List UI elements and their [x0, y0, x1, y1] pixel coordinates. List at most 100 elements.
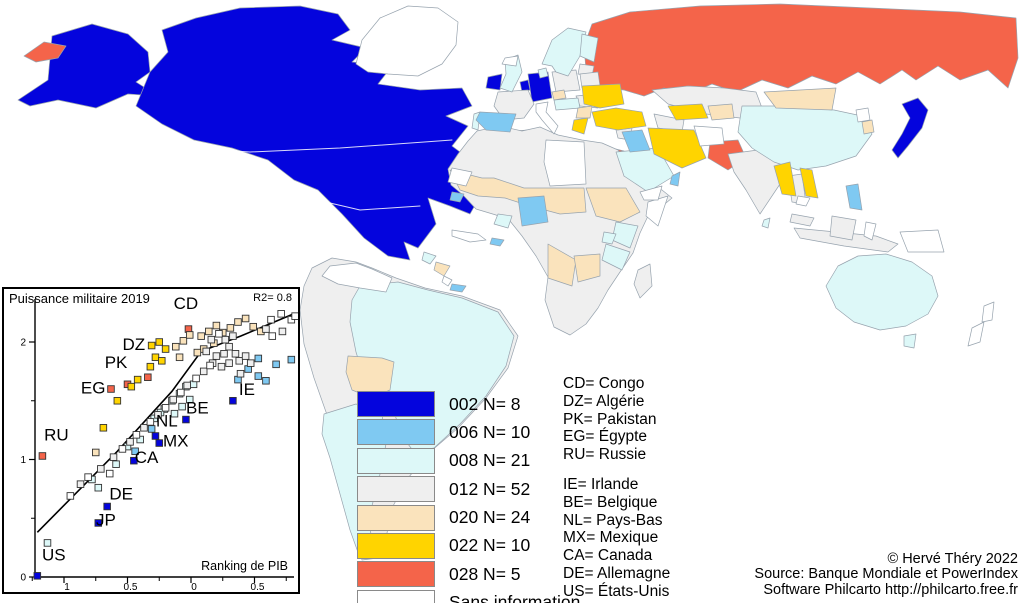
scatter-point	[133, 375, 142, 384]
country-borneo	[829, 215, 857, 241]
scatter-point	[155, 338, 163, 346]
country-tasmania	[903, 333, 917, 349]
x-tick-label: 0.5	[251, 582, 265, 592]
country-angola	[547, 243, 577, 287]
country-yemen	[639, 185, 663, 201]
country-benelux	[519, 79, 531, 93]
scatter-point	[140, 424, 148, 432]
code-line: BE= Belgique	[563, 493, 658, 511]
point-label: CA	[135, 448, 159, 467]
country-new-zealand-south	[967, 321, 985, 347]
country-czech	[551, 89, 567, 101]
scatter-point	[277, 310, 285, 318]
x-tick-label: 0	[191, 582, 197, 592]
x-tick-label: 1	[64, 582, 70, 592]
scatter-point	[94, 483, 103, 492]
country-sri-lanka	[761, 217, 771, 229]
code-line: NL= Pays-Bas	[563, 511, 663, 529]
scatter-point	[155, 439, 163, 447]
scatter-point	[291, 312, 299, 320]
scatter-point	[172, 342, 180, 351]
scatter-point	[178, 402, 186, 411]
scatter-point	[185, 331, 194, 339]
scatter-point	[193, 348, 202, 357]
code-line: CD= Congo	[563, 375, 645, 392]
code-line: IE= Irlande	[563, 475, 639, 493]
scatter-point	[127, 382, 136, 391]
country-madagascar	[633, 263, 653, 299]
country-libya	[543, 139, 587, 187]
country-hispaniola	[489, 237, 505, 247]
country-france	[493, 89, 535, 121]
code-line: CA= Canada	[563, 547, 653, 565]
inset-title: Puissance militaire 2019	[9, 291, 150, 306]
scatter-point	[151, 432, 160, 440]
country-ghana	[493, 213, 513, 229]
scatter-point	[179, 337, 188, 345]
scatter-point	[217, 362, 226, 371]
scatter-point	[76, 480, 85, 488]
class-none-countries	[321, 5, 995, 347]
x-axis-title: Ranking de PIB	[201, 559, 288, 573]
scatter-point	[207, 335, 216, 344]
legend-label: 028 N= 5	[449, 563, 521, 584]
country-somalia	[645, 195, 669, 227]
scatter-point	[182, 415, 190, 424]
country-costa-rica	[441, 275, 453, 287]
scatter-point	[94, 519, 103, 527]
legend-swatch	[357, 447, 435, 474]
legend-item: Sans information	[357, 589, 581, 603]
y-tick-label: 0	[20, 573, 26, 584]
scatter-point	[185, 395, 194, 404]
scatter-point	[144, 373, 152, 381]
legend-label: 022 N= 10	[449, 535, 531, 556]
country-mongolia	[763, 87, 837, 111]
point-label: CD	[174, 294, 199, 313]
legend-label: Sans information	[449, 592, 581, 603]
scatter-point	[212, 352, 221, 360]
scatter-point	[212, 321, 221, 330]
scatter-point	[66, 492, 75, 500]
scatter-point	[254, 372, 263, 380]
country-afghanistan	[693, 125, 725, 147]
scatter-point	[107, 385, 115, 393]
country-australia	[825, 253, 939, 331]
scatter-point	[175, 353, 184, 362]
scatter-point	[177, 388, 185, 397]
scatter-point	[109, 453, 118, 461]
point-label: MX	[163, 432, 189, 451]
scatter-point	[146, 362, 155, 371]
scatter-point	[154, 411, 162, 419]
country-south-korea	[861, 119, 875, 135]
country-finland	[579, 33, 599, 63]
country-uganda	[601, 231, 617, 245]
code-line: PK= Pakistan	[563, 410, 657, 428]
scatter-point	[112, 460, 120, 468]
legend-swatch	[357, 532, 435, 559]
scatter-point	[241, 352, 250, 360]
country-uzbekistan	[667, 103, 709, 121]
country-myanmar	[773, 161, 797, 197]
scatter-point	[131, 447, 139, 456]
country-ireland	[485, 73, 503, 91]
point-label: PK	[105, 353, 128, 372]
country-sudan	[585, 187, 641, 223]
country-turkey	[591, 107, 647, 131]
scatter-point	[192, 374, 200, 383]
credit-author: © Hervé Théry 2022	[887, 550, 1018, 567]
scatter-point	[225, 359, 233, 367]
scatter-point	[229, 332, 237, 340]
country-new-guinea	[899, 229, 945, 253]
scatter-point	[99, 424, 108, 432]
point-label: DZ	[123, 335, 146, 354]
country-japan	[891, 97, 929, 159]
map-legend: 002 N= 8 006 N= 10 008 N= 21 012 N= 52 0…	[357, 391, 580, 603]
country-cuba	[451, 229, 487, 243]
scatter-point	[287, 355, 296, 364]
scatter-point	[254, 354, 263, 363]
country-north-korea	[855, 107, 871, 123]
country-denmark	[537, 67, 549, 79]
region-sahel	[449, 169, 587, 215]
point-label: BE	[186, 399, 209, 418]
